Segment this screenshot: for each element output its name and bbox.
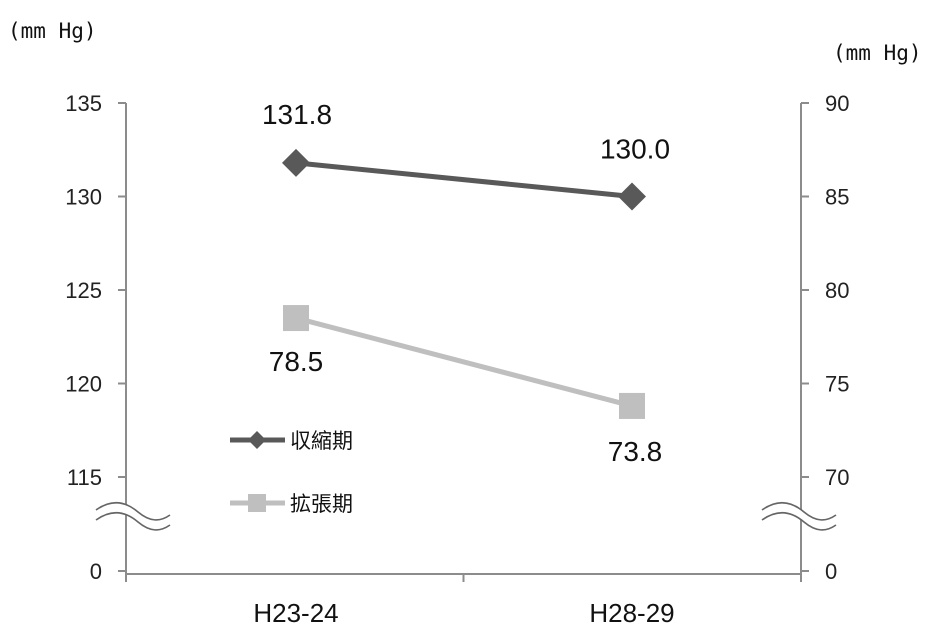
left-axis-break (95, 501, 171, 531)
left-tick-label: 125 (65, 278, 102, 303)
legend-marker-diastolic (248, 494, 266, 512)
right-tick-label: 75 (825, 372, 849, 397)
left-tick-label: 120 (65, 372, 102, 397)
legend-marker-systolic (248, 431, 266, 449)
left-tick-label: 115 (67, 465, 102, 490)
right-tick-label: 80 (825, 278, 849, 303)
right-tick-label: 70 (825, 465, 849, 490)
right-axis-unit: (mm Hg) (833, 41, 922, 65)
data-point (619, 392, 645, 419)
right-tick-label: 0 (825, 559, 837, 584)
data-point (282, 148, 310, 177)
legend-label-systolic: 収縮期 (290, 429, 353, 453)
data-label: 131.8 (262, 99, 332, 130)
left-axis-ticks: 0 115 120 125 130 135 (65, 91, 126, 584)
left-tick-label: 130 (65, 185, 102, 210)
x-tick-label: H28-29 (589, 598, 674, 628)
right-tick-label: 90 (825, 91, 849, 116)
x-tick-label: H23-24 (253, 598, 338, 628)
right-tick-label: 85 (825, 185, 849, 210)
series-layer: 131.8 130.0 78.5 73.8 (262, 99, 670, 467)
series-line (295, 160, 633, 199)
left-tick-label: 135 (65, 91, 102, 116)
series-systolic: 131.8 130.0 (262, 99, 670, 211)
left-tick-label: 0 (90, 559, 102, 584)
legend-item-systolic: 収縮期 (230, 429, 353, 453)
data-label: 73.8 (608, 436, 663, 467)
series-line (295, 315, 633, 409)
x-axis-ticks: H23-24 H28-29 (125, 574, 802, 628)
series-diastolic: 78.5 73.8 (269, 305, 663, 467)
right-axis-ticks: 0 70 75 80 85 90 (801, 91, 849, 584)
data-label: 130.0 (600, 134, 670, 165)
legend: 収縮期 拡張期 (230, 429, 353, 516)
data-label: 78.5 (269, 346, 324, 377)
legend-label-diastolic: 拡張期 (290, 492, 353, 516)
right-axis-break (761, 501, 837, 531)
left-axis-unit: (mm Hg) (8, 19, 97, 43)
data-point (618, 182, 646, 211)
data-point (283, 305, 309, 332)
legend-item-diastolic: 拡張期 (230, 492, 353, 516)
